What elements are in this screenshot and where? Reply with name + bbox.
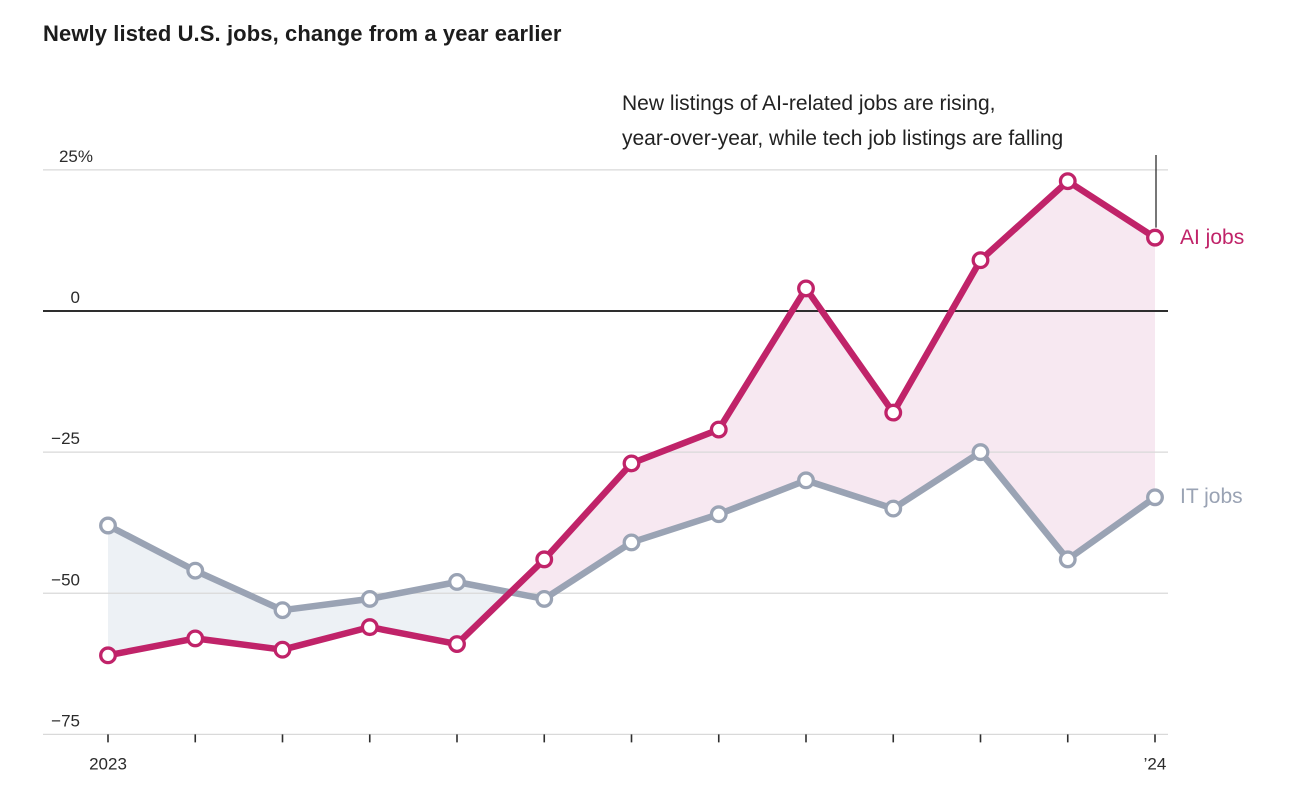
annotation-line-2: year-over-year, while tech job listings … <box>622 127 1064 150</box>
x-axis-label: 2023 <box>89 754 127 773</box>
ai-jobs-data-point-marker <box>884 403 903 422</box>
chart-annotation: New listings of AI-related jobs are risi… <box>622 86 1063 156</box>
it-jobs-data-point-marker <box>1146 488 1164 507</box>
y-axis-label: 25% <box>59 147 93 166</box>
ai-jobs-data-point-marker <box>797 279 815 298</box>
it-jobs-data-point-marker <box>360 589 379 608</box>
ai-jobs-data-point-marker <box>971 251 990 270</box>
ai-jobs-data-point-marker <box>1058 172 1077 191</box>
fill-ai-above-region <box>510 181 1155 599</box>
y-axis-label: −75 <box>51 711 80 730</box>
y-axis-label: 0 <box>71 288 80 307</box>
it-jobs-data-point-marker <box>622 533 641 552</box>
ai-jobs-data-point-marker <box>622 454 641 473</box>
it-jobs-data-point-marker <box>186 561 205 580</box>
it-jobs-data-point-marker <box>99 516 117 535</box>
fill-it-above-region <box>108 525 511 656</box>
x-axis-label: ’24 <box>1144 754 1167 773</box>
ai-jobs-data-point-marker <box>273 640 292 659</box>
it-jobs-data-point-marker <box>448 573 466 591</box>
it-jobs-data-point-marker <box>1058 550 1077 569</box>
it-jobs-data-point-marker <box>797 471 815 490</box>
it-jobs-data-point-marker <box>971 443 990 462</box>
series-label-ai-jobs: AI jobs <box>1180 225 1245 249</box>
ai-jobs-data-point-marker <box>360 618 379 637</box>
ai-jobs-data-point-marker <box>448 635 466 654</box>
ai-jobs-data-point-marker <box>99 646 117 665</box>
ai-jobs-data-point-marker <box>186 629 205 648</box>
annotation-line-1: New listings of AI-related jobs are risi… <box>622 92 996 115</box>
y-axis-label: −25 <box>51 429 80 448</box>
chart-title: Newly listed U.S. jobs, change from a ye… <box>43 21 562 46</box>
it-jobs-data-point-marker <box>535 589 554 608</box>
series-label-it-jobs: IT jobs <box>1180 485 1243 509</box>
ai-jobs-data-point-marker <box>709 420 728 439</box>
it-jobs-data-point-marker <box>709 505 728 524</box>
y-axis-label: −50 <box>51 570 80 589</box>
it-jobs-data-point-marker <box>884 499 903 518</box>
it-jobs-data-point-marker <box>273 601 292 620</box>
ai-jobs-data-point-marker <box>1146 228 1164 247</box>
ai-jobs-data-point-marker <box>535 550 554 569</box>
